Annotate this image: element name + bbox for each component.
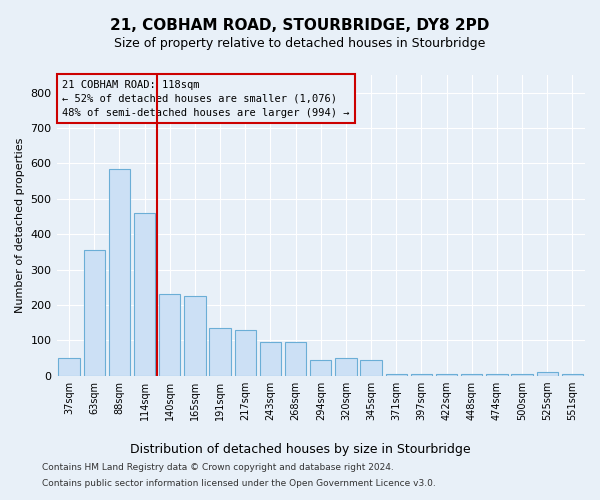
- Bar: [436, 374, 457, 376]
- Bar: [335, 358, 356, 376]
- Bar: [310, 360, 331, 376]
- Y-axis label: Number of detached properties: Number of detached properties: [15, 138, 25, 313]
- Bar: [361, 360, 382, 376]
- Bar: [386, 374, 407, 376]
- Text: 21 COBHAM ROAD: 118sqm
← 52% of detached houses are smaller (1,076)
48% of semi-: 21 COBHAM ROAD: 118sqm ← 52% of detached…: [62, 80, 349, 118]
- Bar: [411, 374, 432, 376]
- Bar: [109, 168, 130, 376]
- Bar: [486, 374, 508, 376]
- Bar: [536, 372, 558, 376]
- Bar: [184, 296, 206, 376]
- Bar: [159, 294, 181, 376]
- Bar: [461, 374, 482, 376]
- Bar: [58, 358, 80, 376]
- Bar: [260, 342, 281, 376]
- Bar: [83, 250, 105, 376]
- Text: Contains HM Land Registry data © Crown copyright and database right 2024.: Contains HM Land Registry data © Crown c…: [42, 464, 394, 472]
- Text: Distribution of detached houses by size in Stourbridge: Distribution of detached houses by size …: [130, 442, 470, 456]
- Bar: [209, 328, 231, 376]
- Bar: [511, 374, 533, 376]
- Bar: [235, 330, 256, 376]
- Text: Contains public sector information licensed under the Open Government Licence v3: Contains public sector information licen…: [42, 478, 436, 488]
- Bar: [134, 213, 155, 376]
- Bar: [562, 374, 583, 376]
- Text: 21, COBHAM ROAD, STOURBRIDGE, DY8 2PD: 21, COBHAM ROAD, STOURBRIDGE, DY8 2PD: [110, 18, 490, 32]
- Text: Size of property relative to detached houses in Stourbridge: Size of property relative to detached ho…: [115, 38, 485, 51]
- Bar: [285, 342, 307, 376]
